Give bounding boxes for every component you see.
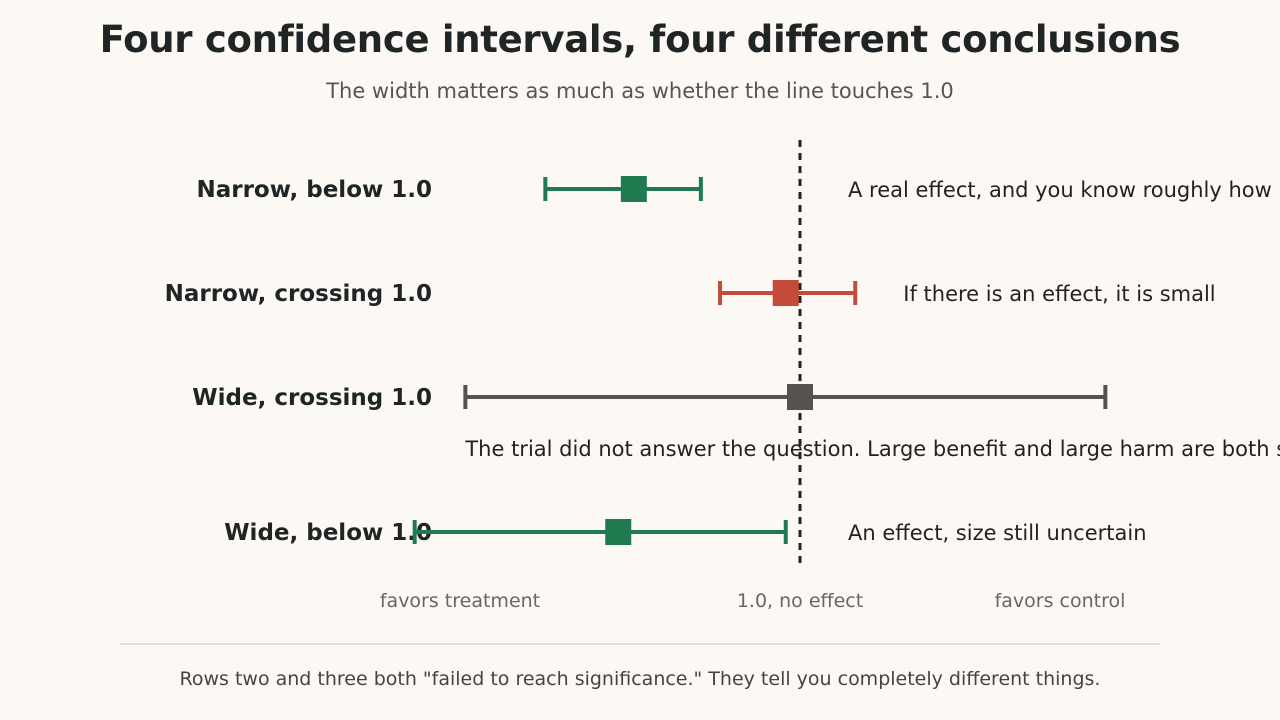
- row-label: Wide, below 1.0: [224, 520, 432, 546]
- chart-title: Four confidence intervals, four differen…: [99, 18, 1181, 61]
- row-annotation: If there is an effect, it is small: [903, 282, 1215, 306]
- point-estimate-marker: [620, 176, 647, 202]
- point-estimate-marker: [772, 280, 799, 306]
- row-annotation: The trial did not answer the question. L…: [464, 437, 1280, 461]
- axis-label-center: 1.0, no effect: [737, 590, 863, 612]
- row-label: Wide, crossing 1.0: [192, 385, 432, 411]
- axis-label-left: favors treatment: [380, 590, 540, 612]
- row-annotation: A real effect, and you know roughly how …: [848, 178, 1280, 202]
- footnote: Rows two and three both "failed to reach…: [179, 668, 1101, 690]
- chart-subtitle: The width matters as much as whether the…: [326, 79, 954, 103]
- row-label: Narrow, crossing 1.0: [165, 281, 432, 307]
- point-estimate-marker: [787, 384, 813, 410]
- row-annotation: An effect, size still uncertain: [848, 521, 1147, 545]
- axis-label-right: favors control: [995, 590, 1126, 612]
- point-estimate-marker: [605, 519, 632, 545]
- footer-divider: [120, 643, 1160, 645]
- row-label: Narrow, below 1.0: [196, 177, 432, 203]
